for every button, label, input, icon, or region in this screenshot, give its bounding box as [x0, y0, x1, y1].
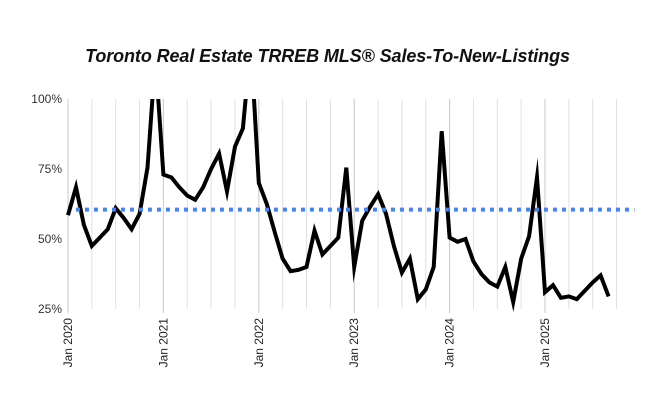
- y-tick-label: 75%: [38, 162, 62, 176]
- chart-title: Toronto Real Estate TRREB MLS® Sales-To-…: [85, 46, 570, 66]
- x-tick-label: Jan 2024: [443, 318, 457, 368]
- x-axis-ticks: Jan 2020 Jan 2021 Jan 2022 Jan 2023 Jan 2024…: [61, 318, 552, 368]
- x-tick-label: Jan 2022: [252, 318, 266, 368]
- series-layer: [66, 99, 635, 312]
- x-tick-label: Jan 2023: [347, 318, 361, 368]
- series-line: [66, 99, 611, 312]
- y-axis-ticks: 100% 75% 50% 25%: [31, 92, 62, 316]
- x-tick-label: Jan 2021: [156, 318, 170, 368]
- x-tick-label: Jan 2020: [61, 318, 75, 368]
- y-tick-label: 50%: [38, 232, 62, 246]
- y-tick-label: 25%: [38, 302, 62, 316]
- y-tick-label: 100%: [31, 92, 62, 106]
- x-tick-label: Jan 2025: [538, 318, 552, 368]
